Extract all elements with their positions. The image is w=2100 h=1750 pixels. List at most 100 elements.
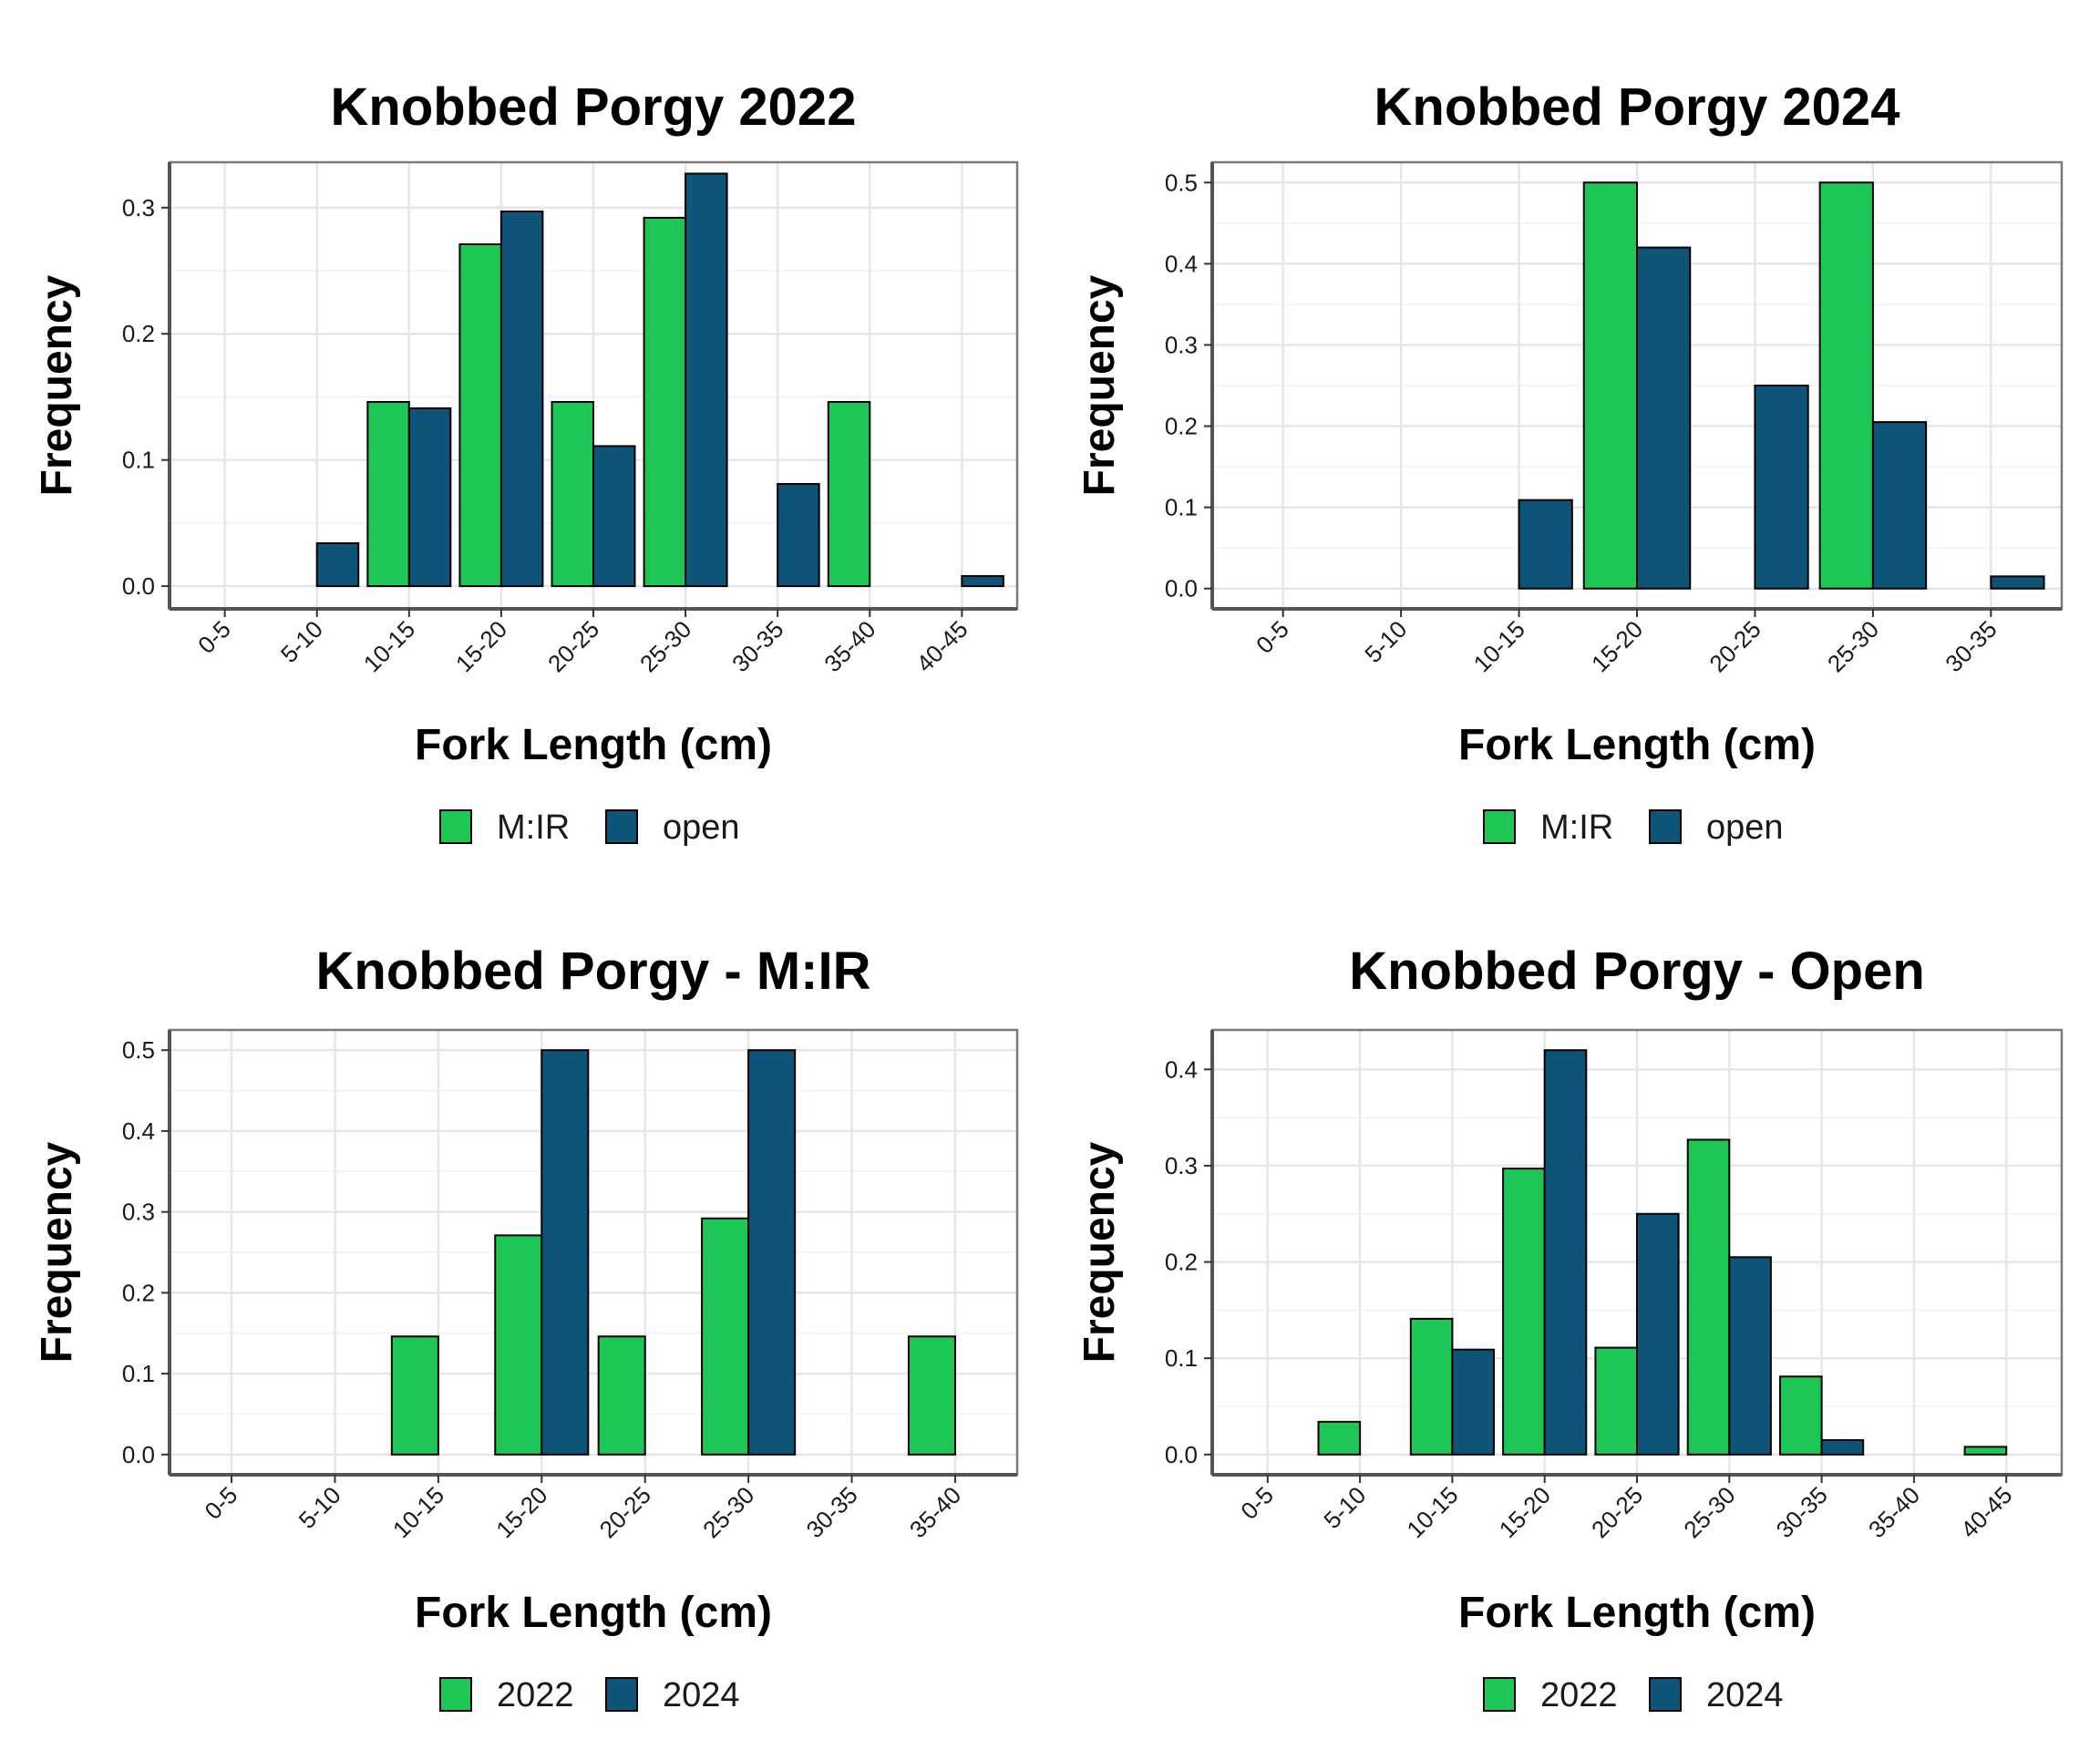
x-tick-label: 10-15 [1401,1481,1463,1543]
bar-2022-15-20 [1502,1168,1546,1456]
x-axis-title: Fork Length (cm) [1458,721,1816,769]
legend-swatch [1649,1677,1682,1712]
y-tick-label: 0.1 [1165,494,1198,521]
bar-2022-5-10 [1317,1420,1362,1456]
bars [315,172,1004,588]
x-tick-label: 35-40 [818,615,880,677]
bar-m-ir-20-25 [551,400,594,588]
chart-panel-3: 0.0 0.1 0.2 0.3 0.4 0.5 0-5 5-10 10-15 15-20 20-25… [33,942,1019,1714]
bar-2024-15-20 [540,1049,590,1456]
bar-open-10-15 [407,407,452,588]
bar-open-20-25 [592,445,636,588]
bar-open-20-25 [1754,385,1809,590]
chart-panel-4: 0.0 0.1 0.2 0.3 0.4 0-5 5-10 10-15 15-20 20-25 25-… [1076,942,2064,1714]
bar-open-10-15 [1518,499,1573,590]
legend-swatch [1483,1677,1516,1712]
y-tick-label: 0.4 [1165,1055,1198,1083]
bar-2024-25-30 [747,1049,797,1456]
x-axis-title: Fork Length (cm) [1458,1589,1816,1637]
x-tick-label: 10-15 [1468,615,1530,677]
x-tick-label: 25-30 [697,1481,759,1543]
x-tick-label: 20-25 [594,1481,656,1543]
legend-label: 2024 [663,1676,740,1714]
y-axis-title: Frequency [33,1141,81,1363]
x-tick-label: 15-20 [1586,615,1648,677]
y-tick-label: 0.0 [122,1441,155,1468]
x-tick-label: 0-5 [1235,1481,1279,1525]
legend-swatch [1483,809,1516,844]
chart-title: Knobbed Porgy 2024 [1374,77,1900,137]
bar-2022-40-45 [1963,1446,2008,1456]
chart-title: Knobbed Porgy - Open [1349,942,1925,1001]
bar-2022-10-15 [1409,1317,1454,1456]
y-tick-label: 0.0 [122,572,155,600]
legend: M:IR open [439,808,740,847]
bar-m-ir-25-30 [1818,181,1874,590]
x-tick-label: 20-25 [1586,1481,1648,1543]
y-tick-label: 0.0 [1165,1441,1198,1468]
y-tick-label: 0.4 [122,1117,155,1145]
bar-open-15-20 [499,210,544,588]
x-tick-label: 30-35 [801,1481,863,1543]
x-tick-label: 30-35 [1771,1481,1833,1543]
x-tick-label: 0-5 [1251,615,1294,659]
y-axis-title: Frequency [1076,274,1124,496]
legend-swatch [1649,809,1682,844]
x-tick-label: 5-10 [1359,615,1412,668]
x-tick-label: 5-10 [275,615,328,668]
x-tick-label: 0-5 [192,615,236,659]
chart-panel-2: 0.0 0.1 0.2 0.3 0.4 0.5 0-5 5-10 10-15 15-20 20-25… [1076,77,2064,847]
y-axis-title: Frequency [33,274,81,496]
y-tick-label: 0.4 [1165,250,1198,277]
legend-label: M:IR [1540,808,1613,847]
legend-label: open [663,808,740,847]
bars [1518,181,2045,590]
bar-2022-10-15 [390,1335,439,1456]
legend-label: open [1706,808,1784,847]
x-tick-label: 35-40 [1863,1481,1925,1543]
legend-swatch [605,1677,638,1712]
legend: M:IR open [1483,808,1784,847]
y-tick-label: 0.3 [1165,1152,1198,1179]
bar-2024-30-35 [1820,1438,1865,1456]
y-tick-label: 0.3 [122,1199,155,1226]
y-tick-label: 0.3 [1165,331,1198,358]
bar-2022-35-40 [907,1335,956,1456]
legend-label: 2024 [1706,1676,1784,1714]
x-tick-label: 25-30 [1822,615,1884,677]
chart-title: Knobbed Porgy 2022 [331,77,857,137]
legend-swatch [439,1677,472,1712]
bar-m-ir-15-20 [1582,181,1638,590]
x-tick-label: 15-20 [490,1481,552,1543]
y-tick-label: 0.3 [122,194,155,221]
bar-m-ir-35-40 [827,400,871,588]
bar-open-30-35 [1990,575,2045,590]
bars [390,1049,956,1456]
bar-2022-20-25 [597,1335,646,1456]
bar-open-25-30 [685,172,728,588]
bars [1317,1049,2008,1456]
bar-open-25-30 [1871,421,1928,590]
y-axis-title: Frequency [1076,1141,1124,1363]
bar-2022-20-25 [1594,1346,1639,1456]
x-axis-title: Fork Length (cm) [415,721,772,769]
x-tick-label: 10-15 [358,615,420,677]
x-tick-label: 15-20 [450,615,512,677]
x-tick-label: 0-5 [200,1481,243,1525]
bar-2024-15-20 [1543,1049,1588,1456]
x-tick-label: 20-25 [1704,615,1765,677]
y-tick-label: 0.2 [122,320,155,347]
bar-2022-25-30 [701,1217,750,1456]
bar-open-15-20 [1636,246,1692,590]
y-tick-label: 0.1 [1165,1344,1198,1372]
chart-title: Knobbed Porgy - M:IR [316,942,871,1001]
legend-swatch [439,809,472,844]
bar-2024-10-15 [1451,1348,1495,1456]
bar-open-40-45 [961,575,1004,588]
y-tick-label: 0.2 [1165,1249,1198,1276]
legend-label: 2022 [1540,1676,1618,1714]
bar-2024-25-30 [1728,1256,1772,1456]
legend-swatch [605,809,638,844]
bar-2024-20-25 [1636,1212,1680,1456]
